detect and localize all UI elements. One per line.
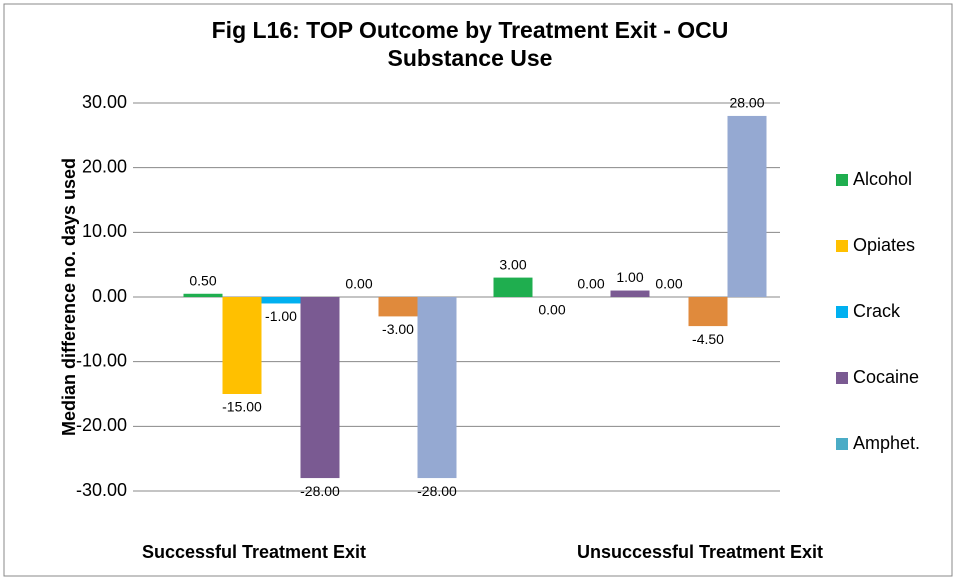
legend-swatch [836, 372, 848, 384]
bar [261, 297, 301, 304]
bar [493, 277, 533, 297]
data-label: -28.00 [300, 483, 340, 499]
bar [183, 293, 223, 297]
y-tick-label: -20.00 [76, 415, 127, 435]
data-label: 1.00 [616, 269, 643, 285]
legend-swatch [836, 174, 848, 186]
data-label: 0.50 [189, 272, 216, 288]
y-tick-label: 0.00 [92, 286, 127, 306]
legend-label: Cocaine [853, 367, 919, 387]
bar [610, 290, 650, 297]
bar [300, 297, 340, 479]
bar [727, 115, 767, 297]
legend-swatch [836, 306, 848, 318]
data-label: 0.00 [577, 276, 604, 292]
data-label: -28.00 [417, 483, 457, 499]
chart-title: Fig L16: TOP Outcome by Treatment Exit -… [212, 17, 729, 71]
data-label: 28.00 [729, 95, 764, 111]
y-axis-label: Median difference no. days used [59, 158, 79, 436]
legend-label: Alcohol [853, 169, 912, 189]
y-tick-label: -10.00 [76, 350, 127, 370]
y-tick-label: 10.00 [82, 221, 127, 241]
bar [222, 297, 262, 394]
data-label: -4.50 [692, 331, 724, 347]
data-label: -3.00 [382, 321, 414, 337]
bar [417, 297, 457, 479]
legend-swatch [836, 240, 848, 252]
data-label: 3.00 [499, 256, 526, 272]
y-tick-label: 30.00 [82, 92, 127, 112]
bar [378, 297, 418, 317]
y-tick-label: -30.00 [76, 480, 127, 500]
bar [688, 297, 728, 327]
y-tick-label: 20.00 [82, 156, 127, 176]
chart-border [3, 3, 953, 577]
legend-label: Crack [853, 301, 901, 321]
data-label: -15.00 [222, 399, 262, 415]
data-label: 0.00 [538, 302, 565, 318]
legend-swatch [836, 438, 848, 450]
legend-label: Amphet. [853, 433, 920, 453]
x-tick-label: Successful Treatment Exit [142, 542, 366, 562]
data-label: -1.00 [265, 308, 297, 324]
data-label: 0.00 [345, 276, 372, 292]
legend-label: Opiates [853, 235, 915, 255]
data-label: 0.00 [655, 276, 682, 292]
x-tick-label: Unsuccessful Treatment Exit [577, 542, 823, 562]
